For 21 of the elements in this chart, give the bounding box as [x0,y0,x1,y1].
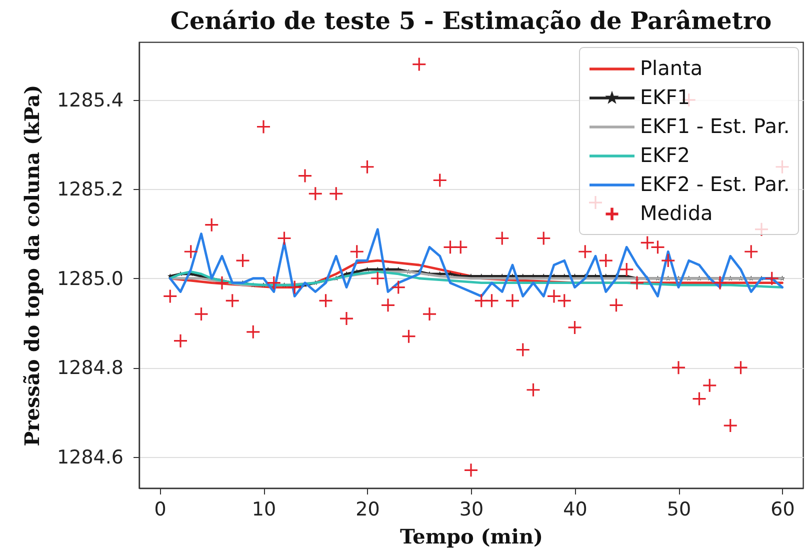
x-tick-label: 50 [666,498,692,520]
x-axis-title: Tempo (min) [400,524,543,548]
legend-label: EKF2 [640,143,690,167]
legend-label: EKF2 - Est. Par. [640,172,790,196]
y-tick-label: 1284.8 [57,357,124,380]
y-tick-label: 1284.6 [57,446,124,468]
legend-label: EKF1 - Est. Par. [640,114,790,138]
y-tick-label: 1285.0 [57,268,124,290]
y-tick-label: 1285.4 [57,89,124,112]
x-tick-label: 20 [356,498,380,520]
legend-label: Planta [640,56,703,80]
y-axis-title: Pressão do topo da coluna (kPa) [20,84,44,446]
legend-label: EKF1 [640,85,690,109]
x-tick-label: 40 [563,498,588,520]
x-tick-label: 60 [770,498,795,520]
legend-label: Medida [640,201,713,225]
x-tick-label: 0 [154,498,166,520]
chart-title: Cenário de teste 5 - Estimação de Parâmetro [170,6,772,35]
x-tick-label: 30 [459,498,484,520]
y-tick-label: 1285.2 [57,178,124,201]
x-tick-label: 10 [252,498,276,520]
